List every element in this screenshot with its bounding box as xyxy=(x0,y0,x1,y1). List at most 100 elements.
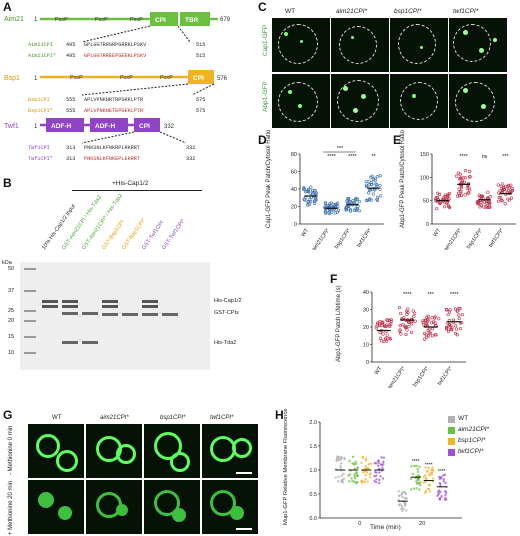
data-point xyxy=(487,203,492,207)
data-point xyxy=(378,478,381,482)
marker-37: 37 xyxy=(8,288,15,294)
data-point xyxy=(418,465,421,469)
data-point xyxy=(382,460,385,464)
y-tick-label: 0 xyxy=(366,360,369,366)
micrograph-mup1-wt-0 xyxy=(28,424,84,478)
data-point xyxy=(348,459,351,463)
bsp1-cpi-domain xyxy=(188,70,214,84)
data-point xyxy=(331,202,335,206)
gel-header: +His-Cap1/2 xyxy=(112,180,149,187)
data-point xyxy=(424,474,427,477)
data-point xyxy=(378,336,383,340)
data-point xyxy=(369,462,373,465)
data-point xyxy=(330,210,334,214)
data-point xyxy=(424,466,427,469)
data-point xyxy=(343,456,346,460)
x-tick-label: aim21CPI* xyxy=(443,227,463,250)
data-point xyxy=(377,461,381,465)
data-point xyxy=(416,470,420,474)
data-point xyxy=(367,188,372,192)
data-point xyxy=(382,463,385,466)
data-point xyxy=(355,197,360,201)
aim21-cpi-end: 515 xyxy=(196,42,206,48)
y-tick-label: 50 xyxy=(423,199,429,205)
data-point xyxy=(461,176,465,180)
data-point xyxy=(430,321,434,325)
data-point xyxy=(426,314,430,318)
data-point xyxy=(424,480,427,483)
x-tick-label: aim21CPI* xyxy=(311,227,331,250)
legend-item-bsp1: bsp1CPI* xyxy=(448,436,518,447)
data-point xyxy=(374,474,378,478)
data-point xyxy=(407,320,411,325)
data-point xyxy=(427,331,431,335)
data-point xyxy=(417,474,420,477)
data-point xyxy=(447,197,451,201)
legend-label-aim21: aim21CPI* xyxy=(458,426,490,433)
data-point xyxy=(364,473,367,477)
data-point xyxy=(404,332,408,337)
band-his-cap: His-Cap1/2 xyxy=(214,298,242,304)
data-point xyxy=(501,186,506,190)
data-point xyxy=(428,473,431,477)
data-point xyxy=(499,196,503,200)
micrograph-mup1-wt-20 xyxy=(28,480,84,534)
data-point xyxy=(344,205,348,209)
data-point xyxy=(379,475,382,478)
panel-h-label: H xyxy=(275,408,284,422)
x-tick-label: bsp1CPI* xyxy=(412,365,431,388)
svg-text:CPI: CPI xyxy=(155,17,166,24)
c-col-twf1: twf1CPI* xyxy=(453,8,479,15)
data-point xyxy=(380,456,383,459)
data-point xyxy=(427,466,430,470)
data-point xyxy=(400,492,404,496)
twf1-cpi-mut-start: 313 xyxy=(66,156,76,162)
data-point xyxy=(430,471,433,474)
c-col-bsp1: bsp1CPI* xyxy=(394,8,422,15)
data-point xyxy=(328,212,332,216)
data-point xyxy=(510,186,514,191)
data-point xyxy=(462,180,466,184)
legend-label-wt: WT xyxy=(458,415,469,422)
bsp1-cpi-seq: APLVPNKNRTRPGRKLPTR xyxy=(84,97,144,103)
data-point xyxy=(354,460,357,463)
legend-item-aim21: aim21CPI* xyxy=(448,425,518,436)
band-his-tda2: His-Tda2 xyxy=(214,340,237,346)
data-point xyxy=(361,480,364,484)
aim21-cpi-start: 495 xyxy=(66,42,76,48)
data-point xyxy=(378,183,382,188)
data-point xyxy=(454,174,459,178)
data-point xyxy=(365,184,369,189)
g-col-aim21: aim21CPI* xyxy=(100,415,129,421)
data-point xyxy=(313,197,317,201)
c-col-aim21: aim21CPI* xyxy=(336,8,368,15)
data-point xyxy=(443,195,447,199)
y-tick-label: 0.0 xyxy=(309,516,317,522)
data-point xyxy=(377,464,380,467)
y-tick-label: 20 xyxy=(363,325,369,331)
data-point xyxy=(427,483,430,487)
data-point xyxy=(444,307,449,312)
twf1-cpi-label: Twf1CPI xyxy=(28,145,50,151)
significance-label: *** xyxy=(502,154,509,160)
data-point xyxy=(369,472,372,475)
x-tick-label: aim21CPI* xyxy=(387,365,407,388)
data-point xyxy=(356,474,359,478)
svg-text:CPI: CPI xyxy=(139,123,150,130)
data-point xyxy=(311,192,315,196)
data-point xyxy=(349,209,353,213)
data-point xyxy=(373,479,376,483)
gel-image xyxy=(20,262,210,370)
x-tick-label: 0 xyxy=(358,521,361,526)
data-point xyxy=(340,474,343,477)
data-point xyxy=(378,323,382,328)
bracket-significance: *** xyxy=(337,146,344,152)
data-point xyxy=(335,210,340,214)
data-point xyxy=(425,470,428,473)
data-point xyxy=(454,327,459,331)
data-point xyxy=(398,324,402,328)
f-ylabel: Abp1-GFP Patch Lifetime (s) xyxy=(336,285,342,362)
data-point xyxy=(439,490,442,494)
data-point xyxy=(437,489,440,492)
g-col-twf1: twf1CPI* xyxy=(210,415,234,421)
